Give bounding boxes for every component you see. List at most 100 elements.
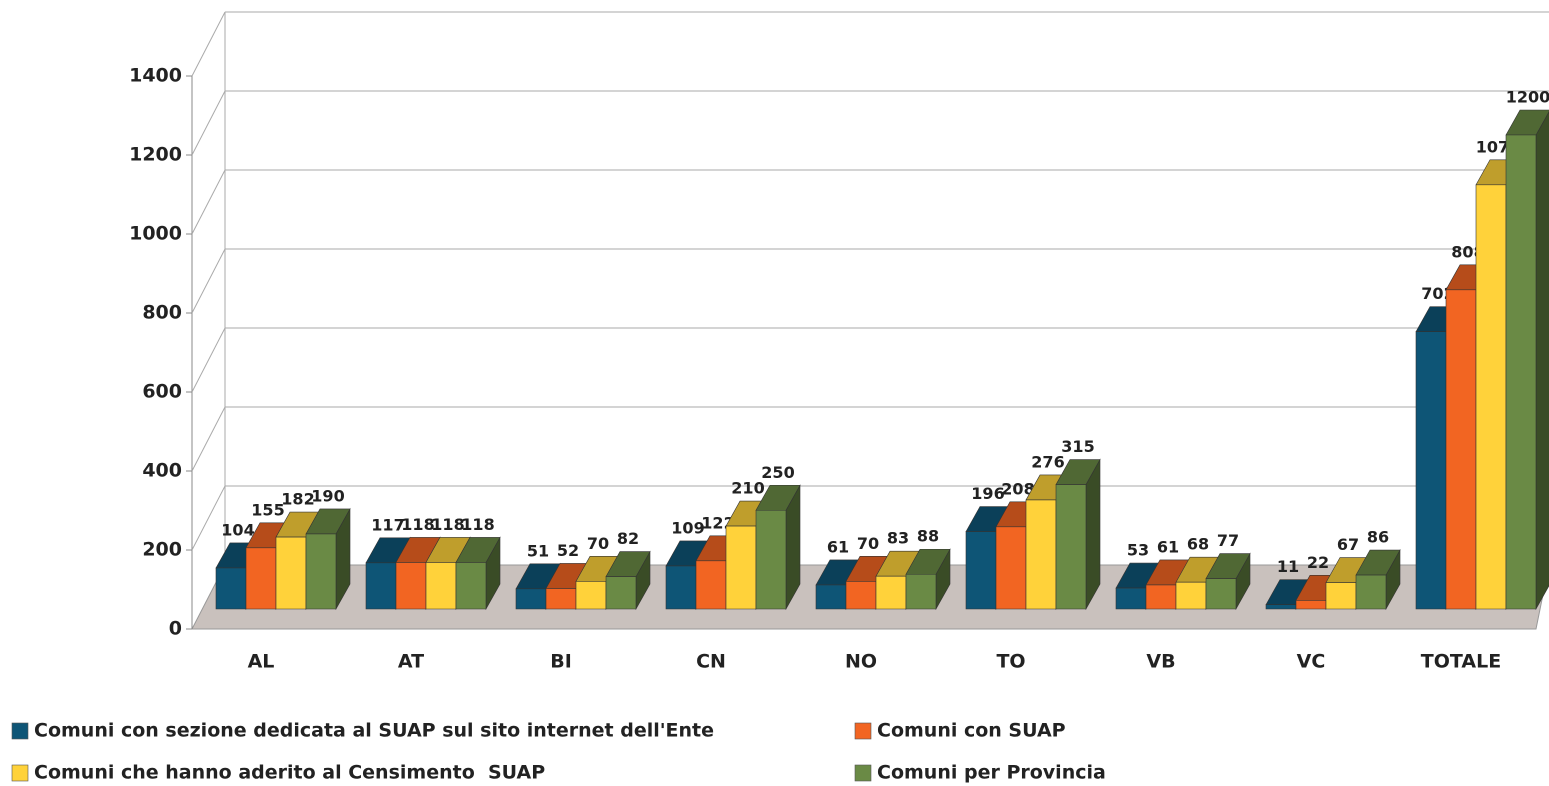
value-label: 70 (857, 534, 879, 553)
bar-face (395, 562, 427, 610)
y-tick-label: 0 (169, 618, 182, 640)
bar-face (1535, 111, 1549, 611)
bar (1355, 548, 1401, 611)
value-label: 182 (281, 490, 314, 509)
bar-face (1115, 587, 1147, 610)
value-label: 70 (587, 534, 609, 553)
bar-face (965, 531, 997, 610)
grid-line (191, 90, 226, 156)
grid-line (191, 485, 226, 551)
legend-label: Comuni per Provincia (877, 762, 1106, 784)
legend-label: Comuni con SUAP (877, 720, 1066, 742)
bar-face (905, 573, 937, 610)
x-tick-label: AT (398, 651, 424, 673)
bar-face (1325, 582, 1357, 610)
bar-face (365, 562, 397, 610)
x-tick-label: BI (550, 651, 572, 673)
y-tick-label: 1400 (129, 65, 182, 87)
value-label: 109 (671, 518, 704, 537)
value-label: 190 (311, 486, 344, 505)
bar-face (455, 562, 487, 610)
bar-face (245, 547, 277, 610)
bar-face (695, 560, 727, 610)
bar-face (1505, 134, 1537, 610)
value-label: 77 (1217, 531, 1239, 550)
bar (455, 536, 501, 611)
bar-face (1295, 600, 1327, 610)
value-label: 208 (1001, 479, 1034, 498)
legend-swatch (854, 722, 872, 740)
bar-face (275, 536, 307, 610)
bar-face (545, 588, 577, 610)
value-label: 210 (731, 479, 764, 498)
value-label: 118 (461, 515, 494, 534)
legend-label: Comuni che hanno aderito al Censimento S… (34, 762, 545, 784)
bar-face (845, 581, 877, 610)
x-tick-label: NO (845, 651, 877, 673)
grid-line (191, 11, 226, 77)
value-label: 104 (221, 520, 254, 539)
bar-face (875, 575, 907, 610)
value-label: 196 (971, 484, 1004, 503)
value-label: 315 (1061, 437, 1094, 456)
value-label: 68 (1187, 535, 1209, 554)
value-label: 250 (761, 463, 794, 482)
x-tick-label: VB (1146, 651, 1175, 673)
x-tick-label: TO (996, 651, 1025, 673)
legend-swatch (11, 764, 29, 782)
bar (605, 550, 651, 611)
bar-face (1265, 604, 1297, 610)
bar-face (305, 533, 337, 610)
value-label: 118 (431, 515, 464, 534)
bar-face (815, 584, 847, 610)
bar-face (1415, 331, 1447, 610)
value-label: 117 (371, 515, 404, 534)
value-label: 276 (1031, 452, 1064, 471)
bar-face (1205, 578, 1237, 610)
x-tick-label: CN (696, 651, 726, 673)
bar-face (575, 581, 607, 610)
value-label: 53 (1127, 541, 1149, 560)
value-label: 82 (617, 529, 639, 548)
bar-face (1145, 584, 1177, 610)
y-tick-label: 800 (142, 302, 182, 324)
bar-face (1025, 499, 1057, 610)
bar (305, 507, 351, 611)
value-label: 88 (917, 527, 939, 546)
bar (905, 548, 951, 611)
value-label: 83 (887, 529, 909, 548)
bar-face (1355, 574, 1387, 610)
value-label: 61 (827, 537, 849, 556)
value-label: 22 (1307, 553, 1329, 572)
bar-face (725, 525, 757, 610)
value-label: 1200 (1506, 88, 1549, 107)
y-tick-label: 600 (142, 381, 182, 403)
y-tick-label: 400 (142, 460, 182, 482)
bar-face (425, 562, 457, 610)
grid-line (191, 406, 226, 472)
value-label: 52 (557, 541, 579, 560)
value-label: 86 (1367, 528, 1389, 547)
y-tick-label: 1000 (129, 223, 182, 245)
x-tick-label: TOTALE (1421, 651, 1501, 673)
bar-face (605, 576, 637, 610)
bar (1205, 552, 1251, 611)
bar-face (1085, 458, 1101, 611)
legend-label: Comuni con sezione dedicata al SUAP sul … (34, 720, 714, 742)
bar-face (1445, 289, 1477, 610)
y-tick-label: 200 (142, 539, 182, 561)
value-label: 155 (251, 500, 284, 519)
value-label: 11 (1277, 557, 1299, 576)
grid-line (191, 327, 226, 393)
value-label: 51 (527, 541, 549, 560)
value-label: 118 (401, 515, 434, 534)
bar-face (665, 565, 697, 610)
bar (1055, 458, 1101, 611)
x-tick-label: VC (1297, 651, 1326, 673)
bar-face (995, 526, 1027, 610)
bar-face (515, 588, 547, 610)
x-tick-label: AL (248, 651, 275, 673)
bar-face (215, 567, 247, 610)
bar (1505, 109, 1549, 611)
